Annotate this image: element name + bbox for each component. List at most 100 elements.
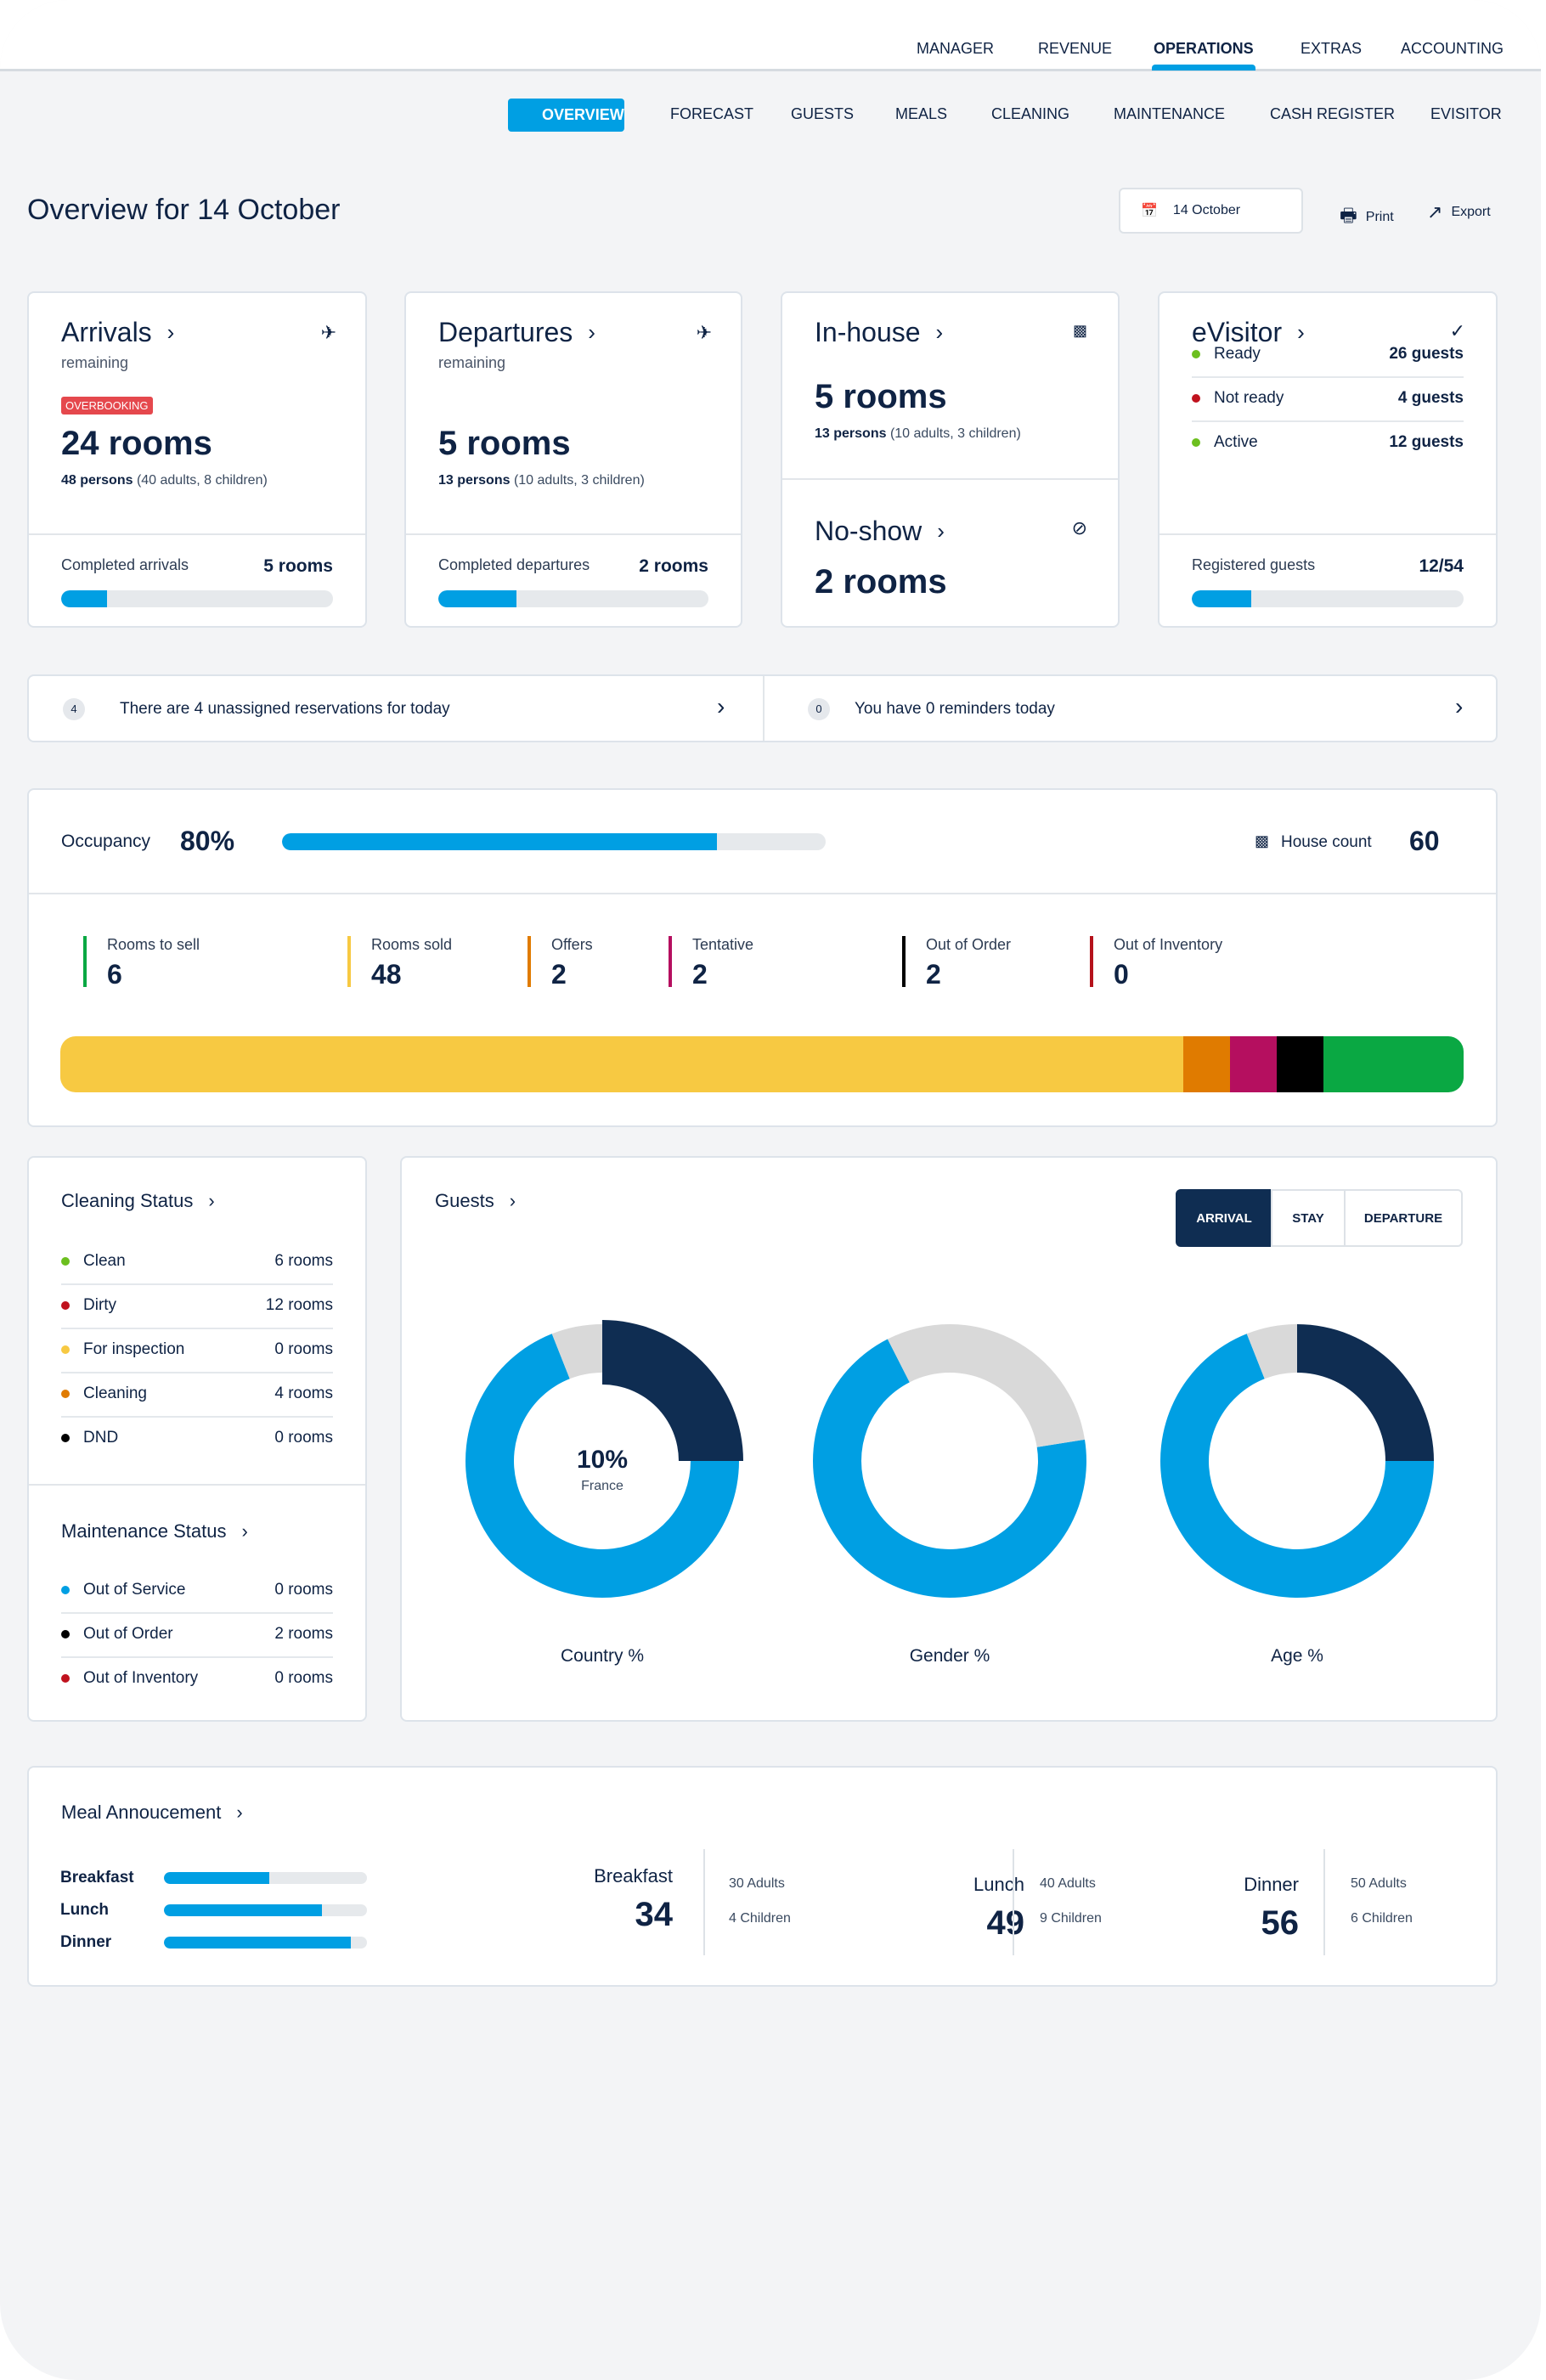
meal-summary-total: 34 bbox=[635, 1896, 674, 1933]
maintenance-status-link[interactable]: Maintenance Status › bbox=[61, 1520, 248, 1542]
tab-cleaning[interactable]: CLEANING bbox=[991, 105, 1070, 122]
plane-landing-icon: ✈ bbox=[320, 322, 336, 343]
donut-segment[interactable] bbox=[1297, 1324, 1434, 1461]
meal-progress bbox=[164, 1937, 367, 1949]
chevron-right-icon: › bbox=[588, 319, 595, 345]
status-dot-icon bbox=[61, 1345, 70, 1354]
legend-value: 2 bbox=[692, 959, 708, 990]
tab-maintenance[interactable]: MAINTENANCE bbox=[1114, 105, 1226, 122]
arrivals-rooms: 24 rooms bbox=[61, 425, 212, 462]
legend-item: Tentative 2 bbox=[669, 936, 754, 990]
print-label: Print bbox=[1365, 210, 1394, 224]
donut-segment[interactable] bbox=[602, 1320, 743, 1461]
building-icon: ▩ bbox=[1255, 832, 1270, 849]
guests-link[interactable]: Guests › bbox=[435, 1190, 516, 1211]
status-label: Out of Inventory bbox=[61, 1669, 198, 1688]
reminders-link[interactable]: 0 You have 0 reminders today › bbox=[765, 676, 1498, 742]
status-label: Out of Order bbox=[61, 1625, 173, 1644]
tab-meals[interactable]: MEALS bbox=[895, 105, 948, 122]
status-label: Cleaning bbox=[61, 1385, 147, 1403]
meal-children: 6 Children bbox=[1351, 1911, 1413, 1926]
legend-label: Offers bbox=[551, 936, 593, 953]
donut-title: Age % bbox=[1271, 1646, 1323, 1666]
donut-segment[interactable] bbox=[1160, 1334, 1434, 1598]
print-button[interactable]: 🖶 Print bbox=[1340, 201, 1394, 234]
cleaning-row: DND 0 rooms bbox=[61, 1428, 333, 1448]
notice-text: You have 0 reminders today bbox=[855, 700, 1055, 718]
row-value: 0 rooms bbox=[274, 1669, 333, 1687]
meal-summary-label: Dinner bbox=[1244, 1874, 1299, 1895]
legend-label: Out of Inventory bbox=[1114, 936, 1223, 953]
donut-title: Country % bbox=[561, 1646, 644, 1666]
row-label: DND bbox=[83, 1429, 119, 1447]
departures-persons: 13 persons (10 adults, 3 children) bbox=[438, 473, 645, 488]
legend-value: 2 bbox=[551, 959, 567, 990]
nav-operations[interactable]: OPERATIONS bbox=[1154, 40, 1254, 57]
donut-center-label: France bbox=[581, 1479, 623, 1493]
tab-forecast[interactable]: FORECAST bbox=[670, 105, 754, 122]
plane-departure-icon: ✈ bbox=[696, 322, 712, 343]
arrivals-card: Arrivals › ✈ remaining OVERBOOKING 24 roo… bbox=[27, 291, 367, 628]
row-label: Clean bbox=[83, 1252, 126, 1270]
unassigned-reservations-link[interactable]: 4 There are 4 unassigned reservations fo… bbox=[29, 676, 763, 742]
toggle-arrival[interactable]: ARRIVAL bbox=[1176, 1189, 1272, 1247]
row-value: 12 rooms bbox=[265, 1296, 333, 1314]
date-value: 14 October bbox=[1172, 203, 1241, 217]
donut-segment[interactable] bbox=[551, 1324, 602, 1379]
tab-cash-register[interactable]: CASH REGISTER bbox=[1270, 105, 1396, 122]
noshow-link[interactable]: No-show › bbox=[815, 516, 945, 546]
cleaning-status-link[interactable]: Cleaning Status › bbox=[61, 1190, 215, 1211]
toggle-stay[interactable]: STAY bbox=[1271, 1189, 1346, 1247]
maintenance-row: Out of Order 2 rooms bbox=[61, 1624, 333, 1644]
row-label: Out of Service bbox=[83, 1581, 186, 1599]
row-value: 2 rooms bbox=[274, 1625, 333, 1643]
inhouse-link[interactable]: In-house › bbox=[815, 317, 944, 347]
chevron-right-icon: › bbox=[1297, 319, 1305, 345]
legend-label: Out of Order bbox=[926, 936, 1012, 953]
export-button[interactable]: ↗ Export bbox=[1427, 201, 1491, 223]
tab-guests[interactable]: GUESTS bbox=[791, 105, 855, 122]
departures-progress bbox=[438, 590, 708, 607]
departures-link[interactable]: Departures › bbox=[438, 317, 595, 347]
arrivals-link[interactable]: Arrivals › bbox=[61, 317, 175, 347]
evisitor-link[interactable]: eVisitor › bbox=[1192, 317, 1305, 347]
status-label: Clean bbox=[61, 1252, 126, 1271]
maintenance-row: Out of Inventory 0 rooms bbox=[61, 1668, 333, 1689]
meal-adults: 30 Adults bbox=[729, 1876, 785, 1891]
nav-manager[interactable]: MANAGER bbox=[917, 40, 995, 57]
meal-bar-label: Lunch bbox=[60, 1901, 109, 1919]
date-picker[interactable]: 📅 14 October bbox=[1119, 188, 1303, 234]
status-dot-icon bbox=[1192, 350, 1200, 358]
donut-segment[interactable] bbox=[887, 1324, 1086, 1447]
chevron-right-icon: › bbox=[241, 1520, 248, 1542]
registered-guests-label: Registered guests bbox=[1192, 556, 1316, 573]
donut-segment[interactable] bbox=[465, 1334, 739, 1598]
nav-extras[interactable]: EXTRAS bbox=[1301, 40, 1363, 57]
status-label: For inspection bbox=[61, 1340, 184, 1359]
stacked-bar-segment bbox=[1182, 1036, 1230, 1092]
evisitor-row: Active 12 guests bbox=[1192, 432, 1464, 453]
departures-subtitle: remaining bbox=[438, 354, 506, 371]
meal-children: 4 Children bbox=[729, 1911, 791, 1926]
occupancy-label: Occupancy bbox=[61, 832, 151, 851]
nav-revenue[interactable]: REVENUE bbox=[1038, 40, 1113, 57]
donut-segment[interactable] bbox=[813, 1339, 1086, 1598]
meal-announcement-link[interactable]: Meal Annoucement › bbox=[61, 1802, 243, 1823]
departures-rooms: 5 rooms bbox=[438, 425, 571, 462]
toggle-departure[interactable]: DEPARTURE bbox=[1344, 1189, 1463, 1247]
tab-evisitor[interactable]: EVISITOR bbox=[1430, 105, 1502, 122]
legend-label: Tentative bbox=[692, 936, 754, 953]
meal-bar-label: Dinner bbox=[60, 1933, 112, 1951]
status-dot-icon bbox=[61, 1586, 70, 1594]
completed-departures-value: 2 rooms bbox=[639, 556, 708, 576]
page-title: Overview for 14 October bbox=[27, 194, 341, 226]
inhouse-rooms: 5 rooms bbox=[815, 378, 947, 415]
status-dot-icon bbox=[61, 1257, 70, 1266]
meal-bar-label: Breakfast bbox=[60, 1869, 134, 1887]
cleaning-row: Dirty 12 rooms bbox=[61, 1295, 333, 1316]
donut-segment[interactable] bbox=[1246, 1324, 1297, 1379]
nav-accounting[interactable]: ACCOUNTING bbox=[1401, 40, 1504, 57]
registered-guests-value: 12/54 bbox=[1419, 556, 1464, 576]
tab-overview[interactable]: OVERVIEW bbox=[508, 99, 624, 132]
